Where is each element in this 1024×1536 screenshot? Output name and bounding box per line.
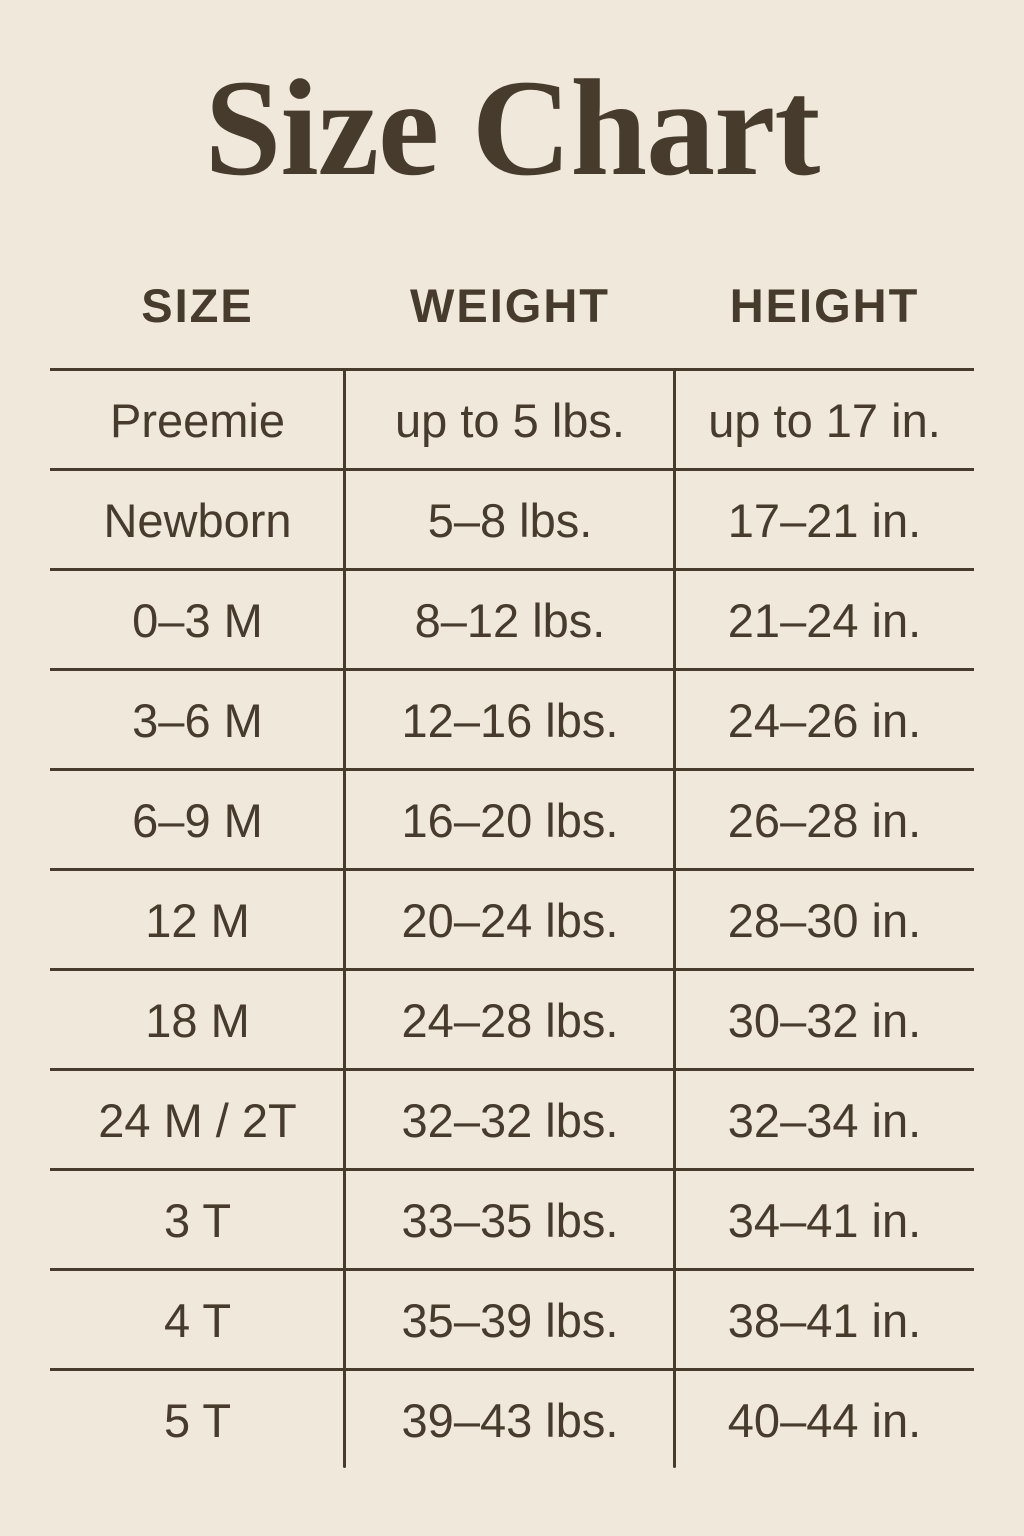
column-divider-weight-height bbox=[673, 368, 676, 1468]
table-row: 12 M 20–24 lbs. 28–30 in. bbox=[50, 868, 974, 968]
table-header-row: SIZE WEIGHT HEIGHT bbox=[50, 282, 974, 329]
cell-height: 32–34 in. bbox=[727, 1094, 922, 1147]
table-body: Preemie up to 5 lbs. up to 17 in. Newbor… bbox=[50, 368, 974, 1468]
cell-height: 34–41 in. bbox=[727, 1194, 922, 1247]
cell-weight: up to 5 lbs. bbox=[395, 394, 625, 447]
cell-height: 40–44 in. bbox=[727, 1394, 922, 1447]
cell-weight: 24–28 lbs. bbox=[401, 994, 619, 1047]
cell-height: up to 17 in. bbox=[708, 394, 941, 447]
cell-size: 12 M bbox=[145, 894, 250, 947]
table-row: 6–9 M 16–20 lbs. 26–28 in. bbox=[50, 768, 974, 868]
cell-size: Preemie bbox=[109, 394, 285, 447]
cell-size: 24 M / 2T bbox=[98, 1094, 297, 1147]
table-row: 4 T 35–39 lbs. 38–41 in. bbox=[50, 1268, 974, 1368]
cell-height: 38–41 in. bbox=[727, 1294, 922, 1347]
cell-size: 0–3 M bbox=[132, 594, 263, 647]
cell-size: 4 T bbox=[163, 1294, 232, 1347]
cell-size: 3–6 M bbox=[132, 694, 263, 747]
table-row: 18 M 24–28 lbs. 30–32 in. bbox=[50, 968, 974, 1068]
column-divider-size-weight bbox=[343, 368, 346, 1468]
header-height: HEIGHT bbox=[729, 279, 920, 332]
cell-weight: 5–8 lbs. bbox=[427, 494, 593, 547]
table-row: 3 T 33–35 lbs. 34–41 in. bbox=[50, 1168, 974, 1268]
cell-weight: 12–16 lbs. bbox=[401, 694, 619, 747]
cell-weight: 16–20 lbs. bbox=[401, 794, 619, 847]
table-row: 24 M / 2T 32–32 lbs. 32–34 in. bbox=[50, 1068, 974, 1168]
table-row: Newborn 5–8 lbs. 17–21 in. bbox=[50, 468, 974, 568]
cell-height: 30–32 in. bbox=[727, 994, 922, 1047]
cell-height: 28–30 in. bbox=[727, 894, 922, 947]
cell-size: 6–9 M bbox=[132, 794, 263, 847]
table-row: 3–6 M 12–16 lbs. 24–26 in. bbox=[50, 668, 974, 768]
header-size: SIZE bbox=[141, 279, 254, 332]
table-row: 5 T 39–43 lbs. 40–44 in. bbox=[50, 1368, 974, 1468]
cell-height: 21–24 in. bbox=[727, 594, 922, 647]
cell-weight: 35–39 lbs. bbox=[401, 1294, 619, 1347]
cell-weight: 33–35 lbs. bbox=[401, 1194, 619, 1247]
table-row: 0–3 M 8–12 lbs. 21–24 in. bbox=[50, 568, 974, 668]
cell-weight: 8–12 lbs. bbox=[414, 594, 606, 647]
cell-height: 24–26 in. bbox=[727, 694, 922, 747]
cell-height: 26–28 in. bbox=[727, 794, 922, 847]
page-title: Size Chart bbox=[204, 51, 821, 204]
cell-weight: 20–24 lbs. bbox=[401, 894, 619, 947]
cell-size: 18 M bbox=[145, 994, 250, 1047]
size-chart-table: Preemie up to 5 lbs. up to 17 in. Newbor… bbox=[50, 368, 974, 1468]
cell-weight: 32–32 lbs. bbox=[401, 1094, 619, 1147]
cell-size: 3 T bbox=[163, 1194, 232, 1247]
table-row: Preemie up to 5 lbs. up to 17 in. bbox=[50, 368, 974, 468]
cell-size: 5 T bbox=[163, 1394, 232, 1447]
cell-weight: 39–43 lbs. bbox=[401, 1394, 619, 1447]
header-weight: WEIGHT bbox=[410, 279, 610, 332]
cell-height: 17–21 in. bbox=[727, 494, 922, 547]
cell-size: Newborn bbox=[103, 494, 292, 547]
